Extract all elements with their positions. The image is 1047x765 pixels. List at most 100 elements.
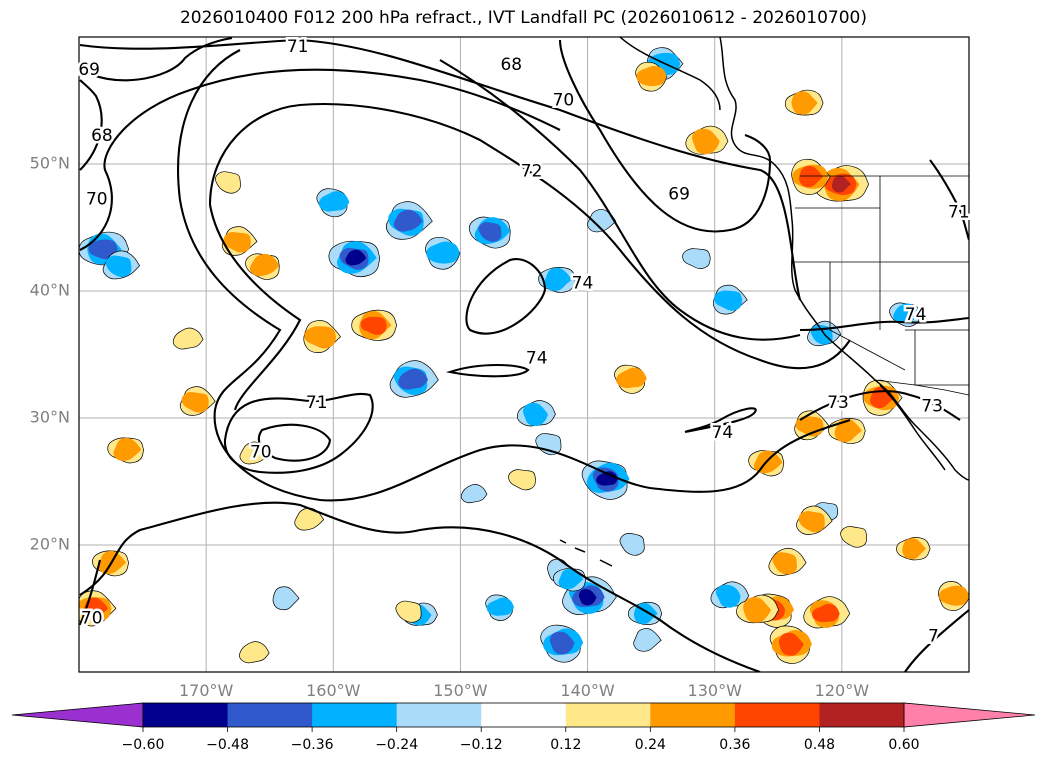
- lon-tick-label-4: 130°W: [688, 681, 743, 700]
- negative-anomaly-5-level-3: [578, 589, 597, 606]
- contour-label-2: 68: [91, 126, 113, 146]
- colorbar-tick-label-6: 0.24: [635, 737, 666, 753]
- positive-anomaly-10: [614, 364, 647, 394]
- contour-74-ellipse: [445, 363, 530, 378]
- positive-anomaly-32-level-0: [395, 600, 422, 623]
- positive-anomaly-29: [221, 226, 258, 256]
- negative-anomaly-1-level-2: [393, 209, 423, 232]
- positive-anomaly-32: [395, 600, 422, 623]
- contour-lines: [79, 37, 969, 672]
- negative-anomaly-11: [538, 267, 576, 293]
- colorbar-under-extension: [11, 702, 144, 728]
- positive-anomaly-30: [508, 469, 536, 491]
- contour-label-5: 70: [553, 91, 575, 111]
- negative-anomaly-18: [710, 581, 750, 609]
- positive-anomaly-13-level-1: [791, 91, 818, 115]
- negative-anomaly-24-level-1: [558, 568, 584, 590]
- negative-anomaly-8: [425, 236, 461, 270]
- contour-label-3: 70: [86, 190, 108, 210]
- lon-tick-label-1: 160°W: [306, 681, 361, 700]
- contour-69-east: [558, 39, 772, 233]
- contour-74-loop: [465, 257, 547, 335]
- negative-anomaly-30: [316, 188, 350, 218]
- positive-anomaly-15-level-1: [834, 418, 862, 443]
- negative-anomaly-14: [587, 209, 617, 233]
- contour-70-loop: [257, 423, 332, 462]
- negative-anomaly-30-level-1: [318, 191, 350, 212]
- colorbar-outline: [142, 702, 905, 728]
- map-title: 2026010400 F012 200 hPa refract., IVT La…: [179, 8, 867, 28]
- negative-anomaly-2: [468, 216, 511, 249]
- negative-anomaly-2-level-2: [478, 222, 502, 242]
- colorbar-tick-label-0: −0.60: [122, 737, 165, 753]
- positive-anomaly-8: [215, 171, 241, 194]
- positive-anomaly-12: [635, 61, 668, 92]
- negative-anomaly-12: [712, 284, 748, 315]
- contour-label-18: 7: [928, 626, 939, 646]
- negative-anomaly-29-level-0: [460, 484, 488, 504]
- colorbar-bin-2: [312, 703, 398, 727]
- coastline-baja: [879, 384, 946, 471]
- positive-anomaly-6: [245, 253, 280, 280]
- positive-anomaly-9: [172, 327, 204, 350]
- negative-anomaly-29: [460, 484, 488, 504]
- contour-label-7: 69: [668, 184, 690, 204]
- positive-anomaly-26-level-1: [902, 538, 926, 560]
- negative-anomaly-14-level-0: [587, 209, 617, 233]
- colorbar-bin-4: [481, 703, 567, 727]
- colorbar-bin-1: [227, 703, 313, 727]
- positive-anomaly-0-level-3: [831, 175, 851, 193]
- contour-label-12: 74: [712, 423, 734, 443]
- latitude-tick-labels: 50°N 40°N 30°N 20°N: [30, 154, 70, 554]
- negative-anomaly-17-level-0: [619, 533, 645, 556]
- positive-anomaly-31: [294, 507, 325, 531]
- positive-anomaly-4: [107, 437, 144, 464]
- negative-anomaly-6-level-2: [549, 631, 575, 655]
- positive-anomaly-33: [239, 641, 270, 664]
- contour-label-6: 72: [521, 162, 543, 182]
- positive-anomaly-11: [685, 125, 729, 155]
- negative-anomaly-19-level-1: [486, 597, 514, 616]
- positive-anomaly-22: [803, 596, 851, 629]
- contour-label-15: 74: [905, 305, 927, 325]
- positive-anomaly-30-level-0: [508, 469, 536, 491]
- lon-tick-label-2: 150°W: [433, 681, 488, 700]
- colorbar-tick-label-7: 0.36: [719, 737, 750, 753]
- contour-71-outer: [79, 38, 802, 301]
- positive-anomaly-27-level-2: [82, 597, 109, 619]
- positive-anomaly-20-level-1: [772, 552, 798, 575]
- contour-72: [177, 49, 851, 502]
- positive-anomaly-14: [862, 379, 903, 416]
- positive-anomaly-23-level-2: [778, 632, 804, 656]
- contour-70-sw: [79, 559, 102, 626]
- contour-label-9: 74: [526, 348, 548, 368]
- negative-anomaly-24: [553, 568, 587, 592]
- positive-anomaly-4-level-1: [113, 437, 142, 461]
- positive-anomaly-10-level-1: [616, 367, 647, 389]
- colorbar-bin-6: [650, 703, 736, 727]
- negative-anomaly-1: [385, 201, 433, 240]
- contour-7-se: [904, 609, 969, 672]
- negative-anomaly-27-level-1: [105, 255, 132, 278]
- border-states-west: [792, 176, 969, 386]
- negative-anomaly-23-level-0: [272, 586, 300, 611]
- contour-label-14: 73: [921, 397, 943, 417]
- positive-anomaly-23: [769, 625, 812, 664]
- negative-anomaly-28-level-0: [535, 433, 562, 456]
- positive-anomaly-6-level-1: [249, 253, 280, 277]
- negative-anomaly-11-level-1: [544, 267, 572, 291]
- colorbar-tick-label-9: 0.60: [888, 737, 919, 753]
- colorbar: −0.60 −0.48 −0.36 −0.24 −0.12 0.12 0.24 0.36 0.4…: [11, 702, 1036, 753]
- positive-anomaly-26: [896, 537, 931, 561]
- negative-anomaly-7-level-1: [523, 402, 548, 427]
- contour-73-east: [799, 390, 961, 421]
- positive-anomaly-24: [736, 594, 779, 624]
- contour-label-0: 71: [287, 37, 309, 57]
- positive-anomaly-15: [828, 418, 866, 444]
- contour-68-west: [79, 79, 103, 171]
- negative-anomaly-9-level-2: [88, 239, 118, 260]
- negative-anomaly-6: [540, 624, 584, 663]
- colorbar-tick-label-5: 0.12: [550, 737, 581, 753]
- refractivity-pc-shading: [79, 47, 969, 664]
